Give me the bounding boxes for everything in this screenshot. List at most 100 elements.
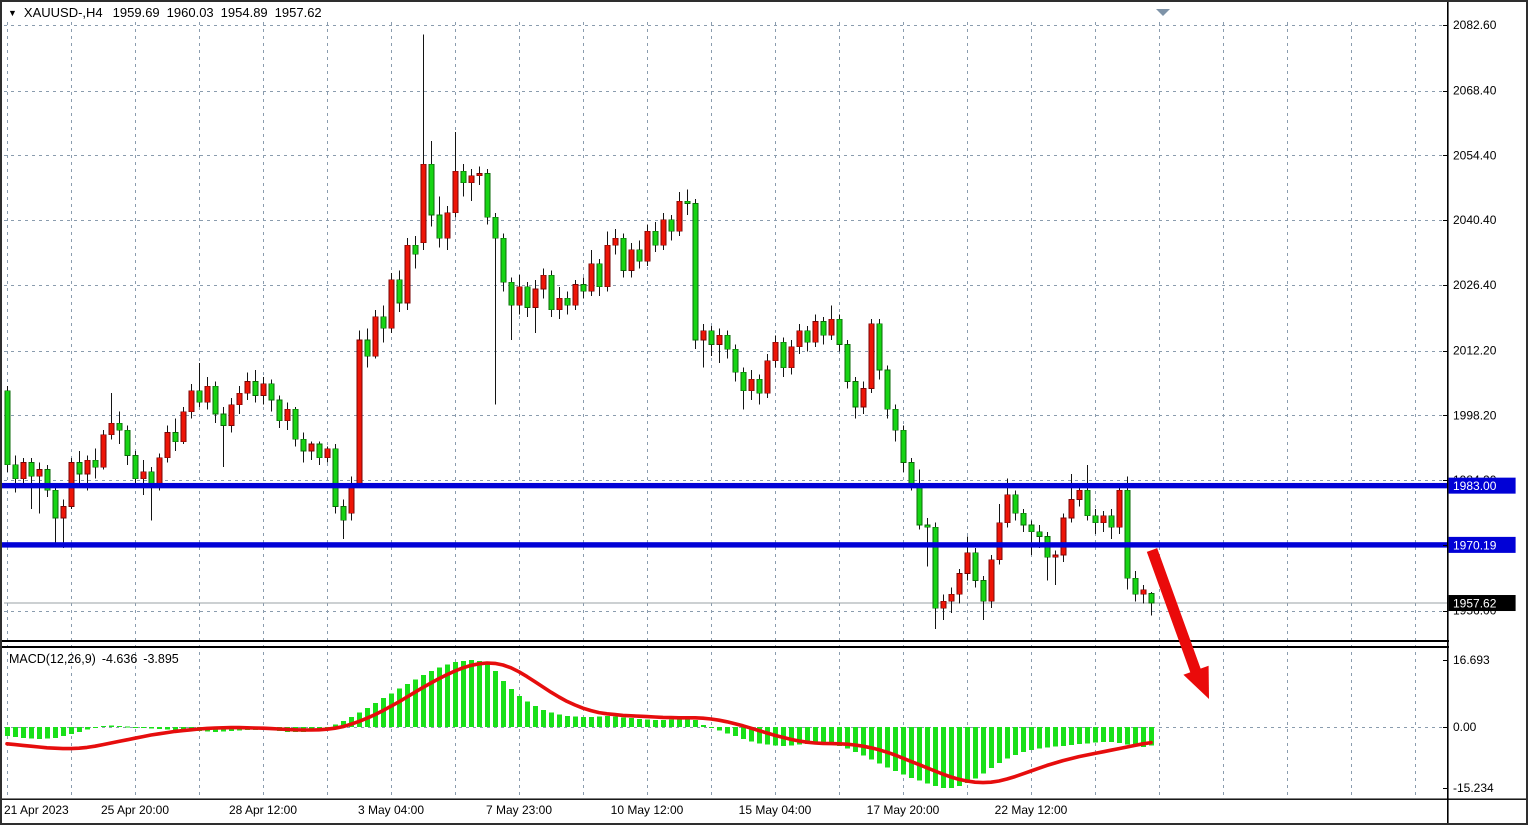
horizontal-level-line[interactable] (2, 542, 1447, 548)
candle (708, 326, 715, 357)
trend-arrow-shaft[interactable] (1146, 548, 1202, 674)
candle-body (436, 214, 443, 239)
candle (420, 34, 427, 250)
candle-body (76, 462, 83, 475)
candle-body (1124, 489, 1131, 579)
candle-body (604, 244, 611, 288)
candle-body (228, 404, 235, 426)
candle-body (324, 448, 331, 459)
candle-body (1116, 489, 1123, 528)
macd-histogram-bar (733, 727, 738, 737)
candle-body (412, 244, 419, 255)
candle (76, 450, 83, 484)
macd-scale-label: 0.00 (1453, 720, 1477, 734)
candle (788, 339, 795, 375)
candle-body (500, 237, 507, 283)
price-tag: 1957.62 (1448, 595, 1516, 612)
price-axis-label: 2026.40 (1453, 278, 1497, 292)
candle (436, 196, 443, 248)
macd-histogram-bar (701, 725, 706, 727)
candle-body (156, 457, 163, 484)
candle (92, 448, 99, 479)
candle-body (116, 422, 123, 431)
candle-body (732, 348, 739, 373)
macd-histogram-bar (501, 681, 506, 727)
macd-histogram-bar (581, 717, 586, 727)
macd-histogram-bar (109, 725, 114, 727)
candle-body (1028, 524, 1035, 533)
candle (132, 450, 139, 488)
candle-body (836, 318, 843, 345)
macd-histogram-bar (525, 701, 530, 727)
candle (388, 272, 395, 334)
macd-histogram-bar (893, 727, 898, 771)
macd-histogram-bar (605, 716, 610, 727)
candle-body (292, 408, 299, 440)
candle (220, 407, 227, 468)
candle (804, 326, 811, 352)
macd-histogram-bar (45, 727, 50, 739)
candle (172, 418, 179, 451)
macd-histogram-bar (165, 727, 170, 730)
macd-main-value: -4.636 (101, 652, 138, 666)
candle-body (60, 506, 67, 519)
candle (972, 548, 979, 588)
candle (164, 425, 171, 463)
macd-histogram-bar (933, 727, 938, 787)
candle-body (956, 573, 963, 595)
candle-body (212, 385, 219, 415)
candle-body (244, 381, 251, 394)
candle-body (668, 219, 675, 232)
candle-body (724, 334, 731, 350)
price-tag-value: 1970.19 (1453, 538, 1497, 552)
macd-name: MACD(12,26,9) (9, 652, 96, 666)
candle (260, 376, 267, 405)
candle-body (628, 249, 635, 271)
candle (676, 191, 683, 236)
trend-arrow-head[interactable] (1183, 665, 1209, 699)
candle-body (756, 378, 763, 394)
candle (716, 328, 723, 364)
candle (988, 555, 995, 609)
candle-body (132, 455, 139, 480)
candle (380, 305, 387, 343)
macd-histogram-bar (685, 719, 690, 727)
candle (1020, 508, 1027, 532)
candle (444, 205, 451, 250)
candle-body (620, 237, 627, 271)
time-axis-label: 7 May 23:00 (486, 803, 552, 817)
candle-body (788, 346, 795, 369)
candle-body (388, 279, 395, 329)
trend-arrow[interactable] (1146, 548, 1209, 699)
candle (932, 522, 939, 630)
macd-histogram-bar (797, 727, 802, 745)
macd-histogram-bar (1045, 727, 1050, 748)
candle (820, 316, 827, 345)
macd-histogram-bar (1037, 727, 1042, 749)
candle-body (276, 399, 283, 422)
horizontal-level-line[interactable] (2, 482, 1447, 489)
candle (980, 575, 987, 620)
candle-body (508, 281, 515, 306)
candle-body (692, 203, 699, 341)
candle-body (980, 580, 987, 602)
macd-histogram-bar (37, 727, 42, 739)
macd-histogram-bar (957, 727, 962, 787)
macd-histogram-bar (117, 725, 122, 727)
candle-body (1076, 489, 1083, 500)
candle (852, 376, 859, 419)
macd-histogram-bar (661, 719, 666, 727)
macd-histogram-bar (765, 727, 770, 745)
candle-body (484, 173, 491, 218)
candle (588, 249, 595, 297)
candle (564, 291, 571, 315)
candle-body (564, 297, 571, 306)
candle (940, 594, 947, 620)
macd-histogram-bar (557, 714, 562, 727)
candle (140, 460, 147, 495)
symbol-dropdown-triangle-icon[interactable]: ▼ (8, 7, 17, 18)
macd-histogram-bar (445, 664, 450, 727)
candle-body (460, 170, 467, 184)
chart-shift-marker-icon[interactable] (1156, 9, 1170, 16)
